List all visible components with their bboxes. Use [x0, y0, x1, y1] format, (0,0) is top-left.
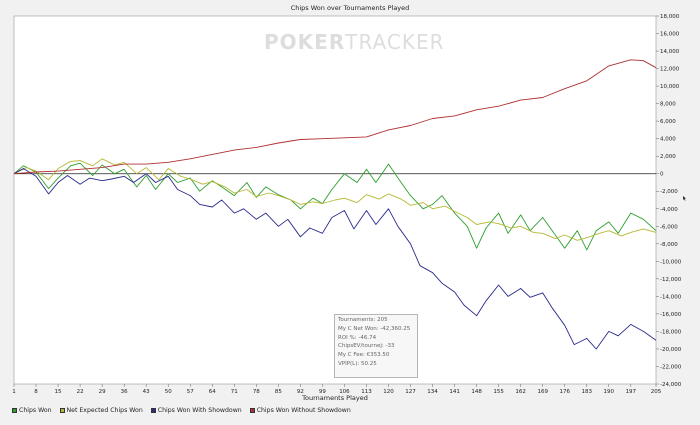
x-tick-label: 190: [604, 389, 615, 395]
x-tick-label: 148: [471, 389, 482, 395]
legend-label: Chips Won: [19, 406, 52, 414]
x-tick-label: 50: [165, 389, 172, 395]
legend-swatch: [249, 407, 255, 413]
y-tick-label: -20,000: [660, 347, 682, 353]
y-axis: -24,000 -22,000 -20,000 -18,000 -16,000 -14,0…: [656, 14, 682, 388]
legend-item-net-expected[interactable]: Net Expected Chips Won: [59, 406, 143, 414]
x-tick-label: 8: [34, 389, 38, 395]
y-tick-label: 6,000: [660, 119, 676, 125]
stats-tooltip: Tournaments: 205 My C Net Won: -42,360.2…: [334, 314, 418, 378]
series-line-chips-won-without-showdown: [13, 59, 657, 175]
legend-item-with-showdown[interactable]: Chips Won With Showdown: [150, 406, 242, 414]
x-tick-label: 64: [209, 389, 216, 395]
y-tick-label: -12,000: [660, 277, 682, 283]
x-tick-label: 57: [187, 389, 194, 395]
series-line-chips-won-with-showdown: [13, 168, 657, 350]
x-axis-label: Tournaments Played: [301, 394, 368, 402]
cursor-icon: [683, 196, 686, 201]
stats-line: ROI %: -46.74: [338, 334, 377, 341]
x-tick-label: 15: [55, 389, 62, 395]
stats-line: Tournaments: 205: [338, 317, 388, 323]
x-tick-label: 85: [275, 389, 282, 395]
x-tick-label: 183: [582, 389, 593, 395]
legend-label: Chips Won With Showdown: [157, 406, 242, 414]
y-tick-label: -2,000: [660, 189, 678, 195]
legend: Chips Won Net Expected Chips Won Chips W…: [12, 404, 351, 416]
y-tick-label: 2,000: [660, 154, 676, 160]
y-tick-label: -18,000: [660, 329, 682, 335]
y-tick-label: 14,000: [660, 49, 680, 55]
x-tick-label: 92: [297, 389, 304, 395]
x-tick-label: 155: [493, 389, 504, 395]
y-tick-label: -24,000: [660, 382, 682, 388]
series-line-net-expected-chips-won: [13, 158, 657, 241]
x-tick-label: 197: [626, 389, 637, 395]
x-tick-label: 176: [559, 389, 570, 395]
legend-item-without-showdown[interactable]: Chips Won Without Showdown: [249, 406, 351, 414]
stats-line: VPIP(L): 50.25: [338, 360, 377, 367]
x-tick-label: 43: [143, 389, 150, 395]
y-tick-label: -10,000: [660, 259, 682, 265]
y-tick-label: -22,000: [660, 364, 682, 370]
y-tick-label: 8,000: [660, 102, 676, 108]
y-tick-label: 12,000: [660, 67, 680, 73]
legend-label: Net Expected Chips Won: [66, 406, 143, 414]
y-tick-label: -4,000: [660, 207, 678, 213]
stats-line: My C Fee: €353.50: [338, 352, 390, 359]
y-tick-label: 18,000: [660, 14, 680, 20]
x-tick-label: 1: [12, 389, 16, 395]
y-tick-label: 16,000: [660, 32, 680, 38]
x-axis: 1 8 15 22 29 36 43 50 57 64 71 78 85 92 99 106 113 120 127…: [12, 384, 662, 395]
x-tick-label: 106: [339, 389, 350, 395]
stats-line: ChipsEV/tournej: -33: [338, 343, 395, 350]
x-tick-label: 36: [121, 389, 128, 395]
y-tick-label: 0: [660, 172, 664, 178]
x-tick-label: 71: [231, 389, 238, 395]
series-group: [13, 59, 657, 350]
legend-swatch: [12, 407, 17, 413]
x-tick-label: 162: [515, 389, 526, 395]
legend-label: Chips Won Without Showdown: [256, 406, 351, 414]
series-line-chips-won: [13, 162, 657, 251]
x-tick-label: 113: [361, 389, 372, 395]
x-tick-label: 120: [383, 389, 394, 395]
x-tick-label: 29: [99, 389, 106, 395]
x-tick-label: 134: [427, 389, 438, 395]
chart-title: Chips Won over Tournaments Played: [291, 4, 410, 12]
legend-swatch: [150, 407, 156, 413]
y-tick-label: 10,000: [660, 84, 680, 90]
x-tick-label: 78: [253, 389, 260, 395]
x-tick-label: 127: [405, 389, 416, 395]
x-tick-label: 169: [537, 389, 548, 395]
x-tick-label: 205: [651, 389, 662, 395]
stats-line: My C Net Won: -42,360.25: [338, 325, 411, 332]
x-tick-label: 99: [319, 389, 326, 395]
y-tick-label: -16,000: [660, 312, 682, 318]
x-tick-label: 141: [449, 389, 460, 395]
y-tick-label: -14,000: [660, 294, 682, 300]
legend-swatch: [59, 407, 65, 413]
y-tick-label: 4,000: [660, 137, 676, 143]
y-tick-label: -8,000: [660, 242, 678, 248]
x-tick-label: 22: [77, 389, 84, 395]
legend-item-chips-won[interactable]: Chips Won: [12, 407, 52, 414]
y-tick-label: -6,000: [660, 224, 678, 230]
